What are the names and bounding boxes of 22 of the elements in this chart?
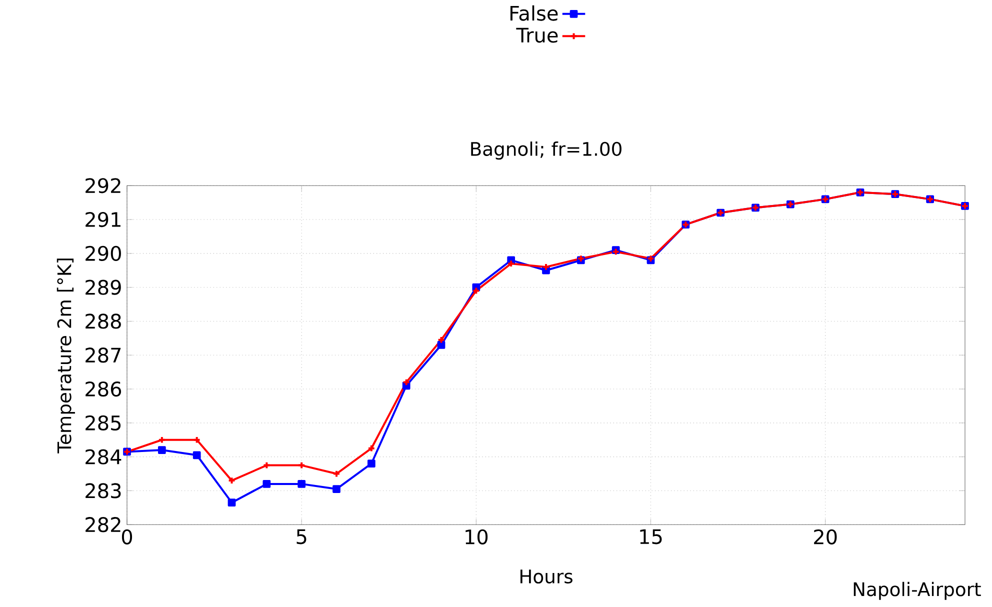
y-tick-label: 288	[86, 314, 121, 329]
y-tick-label: 292	[86, 178, 120, 194]
x-tick-label: 5	[296, 530, 306, 544]
x-tick-label: 0	[122, 530, 132, 545]
y-tick-label: 284	[86, 449, 122, 465]
y-tick-label: 287	[86, 348, 121, 363]
x-tick-label: 20	[814, 530, 837, 545]
chart-title: Bagnoli; fr=1.00	[471, 142, 622, 160]
y-tick-label: 283	[86, 483, 121, 498]
legend-label: True	[516, 28, 558, 43]
x-axis-title: Hours	[520, 570, 572, 584]
y-axis-title: Temperature 2m [°K]	[56, 258, 75, 454]
x-tick-label: 15	[640, 530, 662, 544]
text: Napoli-Airport	[854, 582, 981, 600]
y-tick-label: 290	[86, 246, 121, 262]
y-tick-label: 286	[86, 382, 122, 397]
y-tick-label: 289	[86, 280, 121, 296]
legend-label: False	[510, 6, 558, 22]
x-tick-label: 10	[466, 530, 488, 545]
y-tick-label: 282	[86, 517, 120, 532]
y-tick-label: 291	[86, 212, 120, 228]
y-tick-label: 285	[86, 416, 121, 431]
